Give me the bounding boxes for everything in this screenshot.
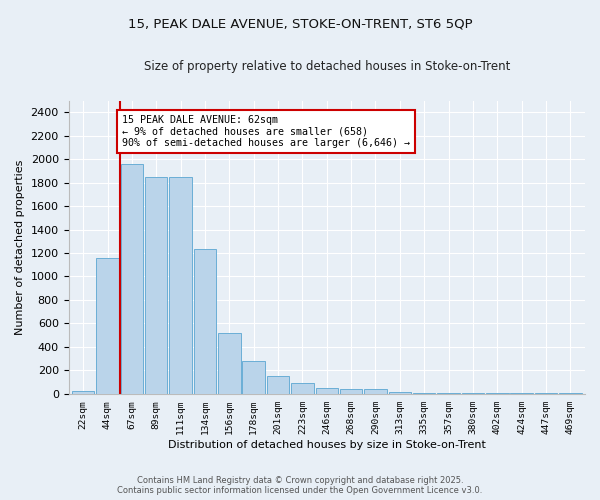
Bar: [437, 393, 460, 394]
Text: 15, PEAK DALE AVENUE, STOKE-ON-TRENT, ST6 5QP: 15, PEAK DALE AVENUE, STOKE-ON-TRENT, ST…: [128, 18, 472, 30]
Bar: [364, 389, 386, 394]
Bar: [97, 258, 119, 394]
Y-axis label: Number of detached properties: Number of detached properties: [15, 160, 25, 335]
Bar: [218, 332, 241, 394]
Text: 15 PEAK DALE AVENUE: 62sqm
← 9% of detached houses are smaller (658)
90% of semi: 15 PEAK DALE AVENUE: 62sqm ← 9% of detac…: [122, 114, 410, 148]
Bar: [169, 177, 192, 394]
Bar: [242, 362, 265, 394]
Bar: [72, 391, 94, 394]
Bar: [389, 392, 411, 394]
Bar: [340, 389, 362, 394]
Bar: [462, 393, 484, 394]
Bar: [413, 392, 436, 394]
Bar: [291, 383, 314, 394]
Text: Contains HM Land Registry data © Crown copyright and database right 2025.
Contai: Contains HM Land Registry data © Crown c…: [118, 476, 482, 495]
Bar: [145, 177, 167, 394]
Bar: [316, 388, 338, 394]
Bar: [121, 164, 143, 394]
Bar: [267, 376, 289, 394]
Title: Size of property relative to detached houses in Stoke-on-Trent: Size of property relative to detached ho…: [143, 60, 510, 73]
Bar: [194, 250, 216, 394]
X-axis label: Distribution of detached houses by size in Stoke-on-Trent: Distribution of detached houses by size …: [168, 440, 486, 450]
